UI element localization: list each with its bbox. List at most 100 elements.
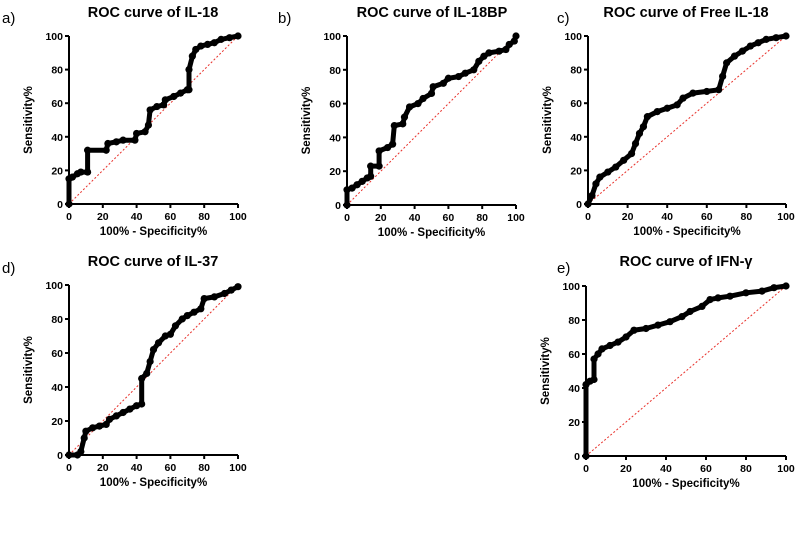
y-tick-label: 80 [51, 314, 63, 326]
roc-point [754, 39, 762, 47]
y-tick-label: 100 [45, 280, 63, 292]
roc-point [502, 45, 510, 54]
panel-label: e) [557, 260, 570, 277]
x-tick-label: 60 [700, 463, 712, 475]
roc-point [730, 52, 739, 60]
roc-point [596, 173, 604, 181]
x-tick-label: 100 [507, 212, 525, 224]
chart-title: ROC curve of IL-18BP [357, 5, 508, 21]
y-axis-label: Sensitivity% [542, 86, 554, 154]
roc-point [505, 40, 513, 49]
roc-point [185, 66, 193, 74]
x-tick-label: 60 [701, 211, 713, 223]
x-tick-label: 0 [344, 212, 350, 224]
y-tick-label: 0 [335, 200, 341, 212]
chart-title: ROC curve of IL-37 [88, 254, 219, 270]
roc-point [170, 92, 178, 101]
x-tick-label: 60 [165, 211, 177, 223]
y-tick-label: 60 [51, 98, 63, 110]
roc-panel-b: b) ROC curve of IL-18BP 0 20 40 60 80 100 0 20 40 6… [278, 5, 525, 239]
roc-point [480, 52, 488, 60]
roc-point [375, 147, 383, 155]
roc-point [192, 45, 200, 54]
y-tick-label: 20 [51, 165, 63, 177]
x-axis-label: 100% - Specificity% [100, 477, 207, 489]
roc-curve [583, 283, 787, 456]
roc-point [390, 121, 398, 130]
y-tick-label: 40 [568, 383, 580, 395]
roc-point [405, 103, 414, 111]
roc-point [220, 289, 229, 298]
roc-point [141, 128, 149, 136]
x-tick-label: 20 [97, 211, 109, 223]
y-tick-label: 0 [576, 199, 582, 211]
y-tick-label: 0 [574, 451, 580, 463]
roc-point [770, 284, 778, 292]
roc-point [138, 374, 146, 383]
roc-point [217, 35, 225, 43]
x-tick-label: 80 [198, 462, 210, 474]
roc-point [758, 287, 766, 295]
roc-point [470, 66, 478, 74]
roc-point [475, 57, 483, 65]
roc-point [620, 156, 628, 164]
roc-point [161, 96, 169, 104]
roc-point [627, 150, 636, 158]
roc-point [190, 308, 198, 316]
roc-point [714, 294, 722, 302]
roc-curve [585, 33, 787, 206]
y-tick-label: 60 [51, 348, 63, 360]
roc-point [146, 106, 154, 114]
y-tick-label: 40 [51, 382, 63, 394]
y-tick-label: 100 [45, 31, 63, 43]
roc-point [143, 369, 151, 377]
roc-point [643, 113, 652, 121]
roc-point [383, 143, 392, 152]
roc-point [703, 87, 711, 96]
roc-point [582, 452, 590, 460]
roc-point [706, 296, 714, 304]
roc-point [419, 94, 427, 103]
x-tick-label: 80 [740, 463, 752, 475]
x-tick-label: 20 [620, 463, 632, 475]
panel-label: d) [2, 260, 15, 277]
roc-point [400, 113, 409, 121]
reference-line [68, 35, 239, 205]
roc-point [584, 200, 592, 208]
y-axis-label: Sensitivity% [23, 86, 35, 154]
roc-point [723, 59, 731, 67]
roc-point [234, 283, 242, 291]
roc-point [105, 415, 114, 423]
roc-point [635, 129, 644, 138]
roc-point [399, 120, 407, 128]
roc-point [654, 321, 662, 329]
roc-point [119, 408, 127, 417]
roc-panel-d: d) ROC curve of IL-37 0 20 40 60 80 100 0 20 40 60 8… [2, 254, 247, 489]
reference-line [587, 35, 787, 205]
roc-point [104, 139, 112, 148]
x-tick-label: 60 [165, 462, 177, 474]
roc-point [594, 350, 602, 358]
roc-point [183, 312, 191, 320]
roc-point [746, 42, 754, 50]
roc-point [639, 123, 648, 131]
x-tick-label: 80 [476, 212, 488, 224]
x-tick-label: 40 [409, 212, 421, 224]
x-axis-label: 100% - Specificity% [100, 226, 207, 238]
roc-point [348, 184, 356, 192]
roc-point [197, 42, 205, 50]
roc-point [614, 338, 622, 346]
roc-point [414, 100, 422, 108]
y-tick-label: 40 [51, 132, 63, 144]
roc-point [762, 35, 770, 43]
roc-point [689, 89, 697, 97]
roc-point [742, 289, 750, 297]
roc-point [234, 32, 242, 40]
roc-point [102, 420, 110, 428]
roc-point [598, 345, 606, 353]
y-tick-label: 20 [568, 417, 580, 429]
roc-point [200, 295, 208, 303]
roc-point [112, 138, 120, 146]
x-tick-label: 40 [131, 462, 143, 474]
roc-panel-c: c) ROC curve of Free IL-18 0 20 40 60 80 100 0 20… [542, 5, 795, 238]
